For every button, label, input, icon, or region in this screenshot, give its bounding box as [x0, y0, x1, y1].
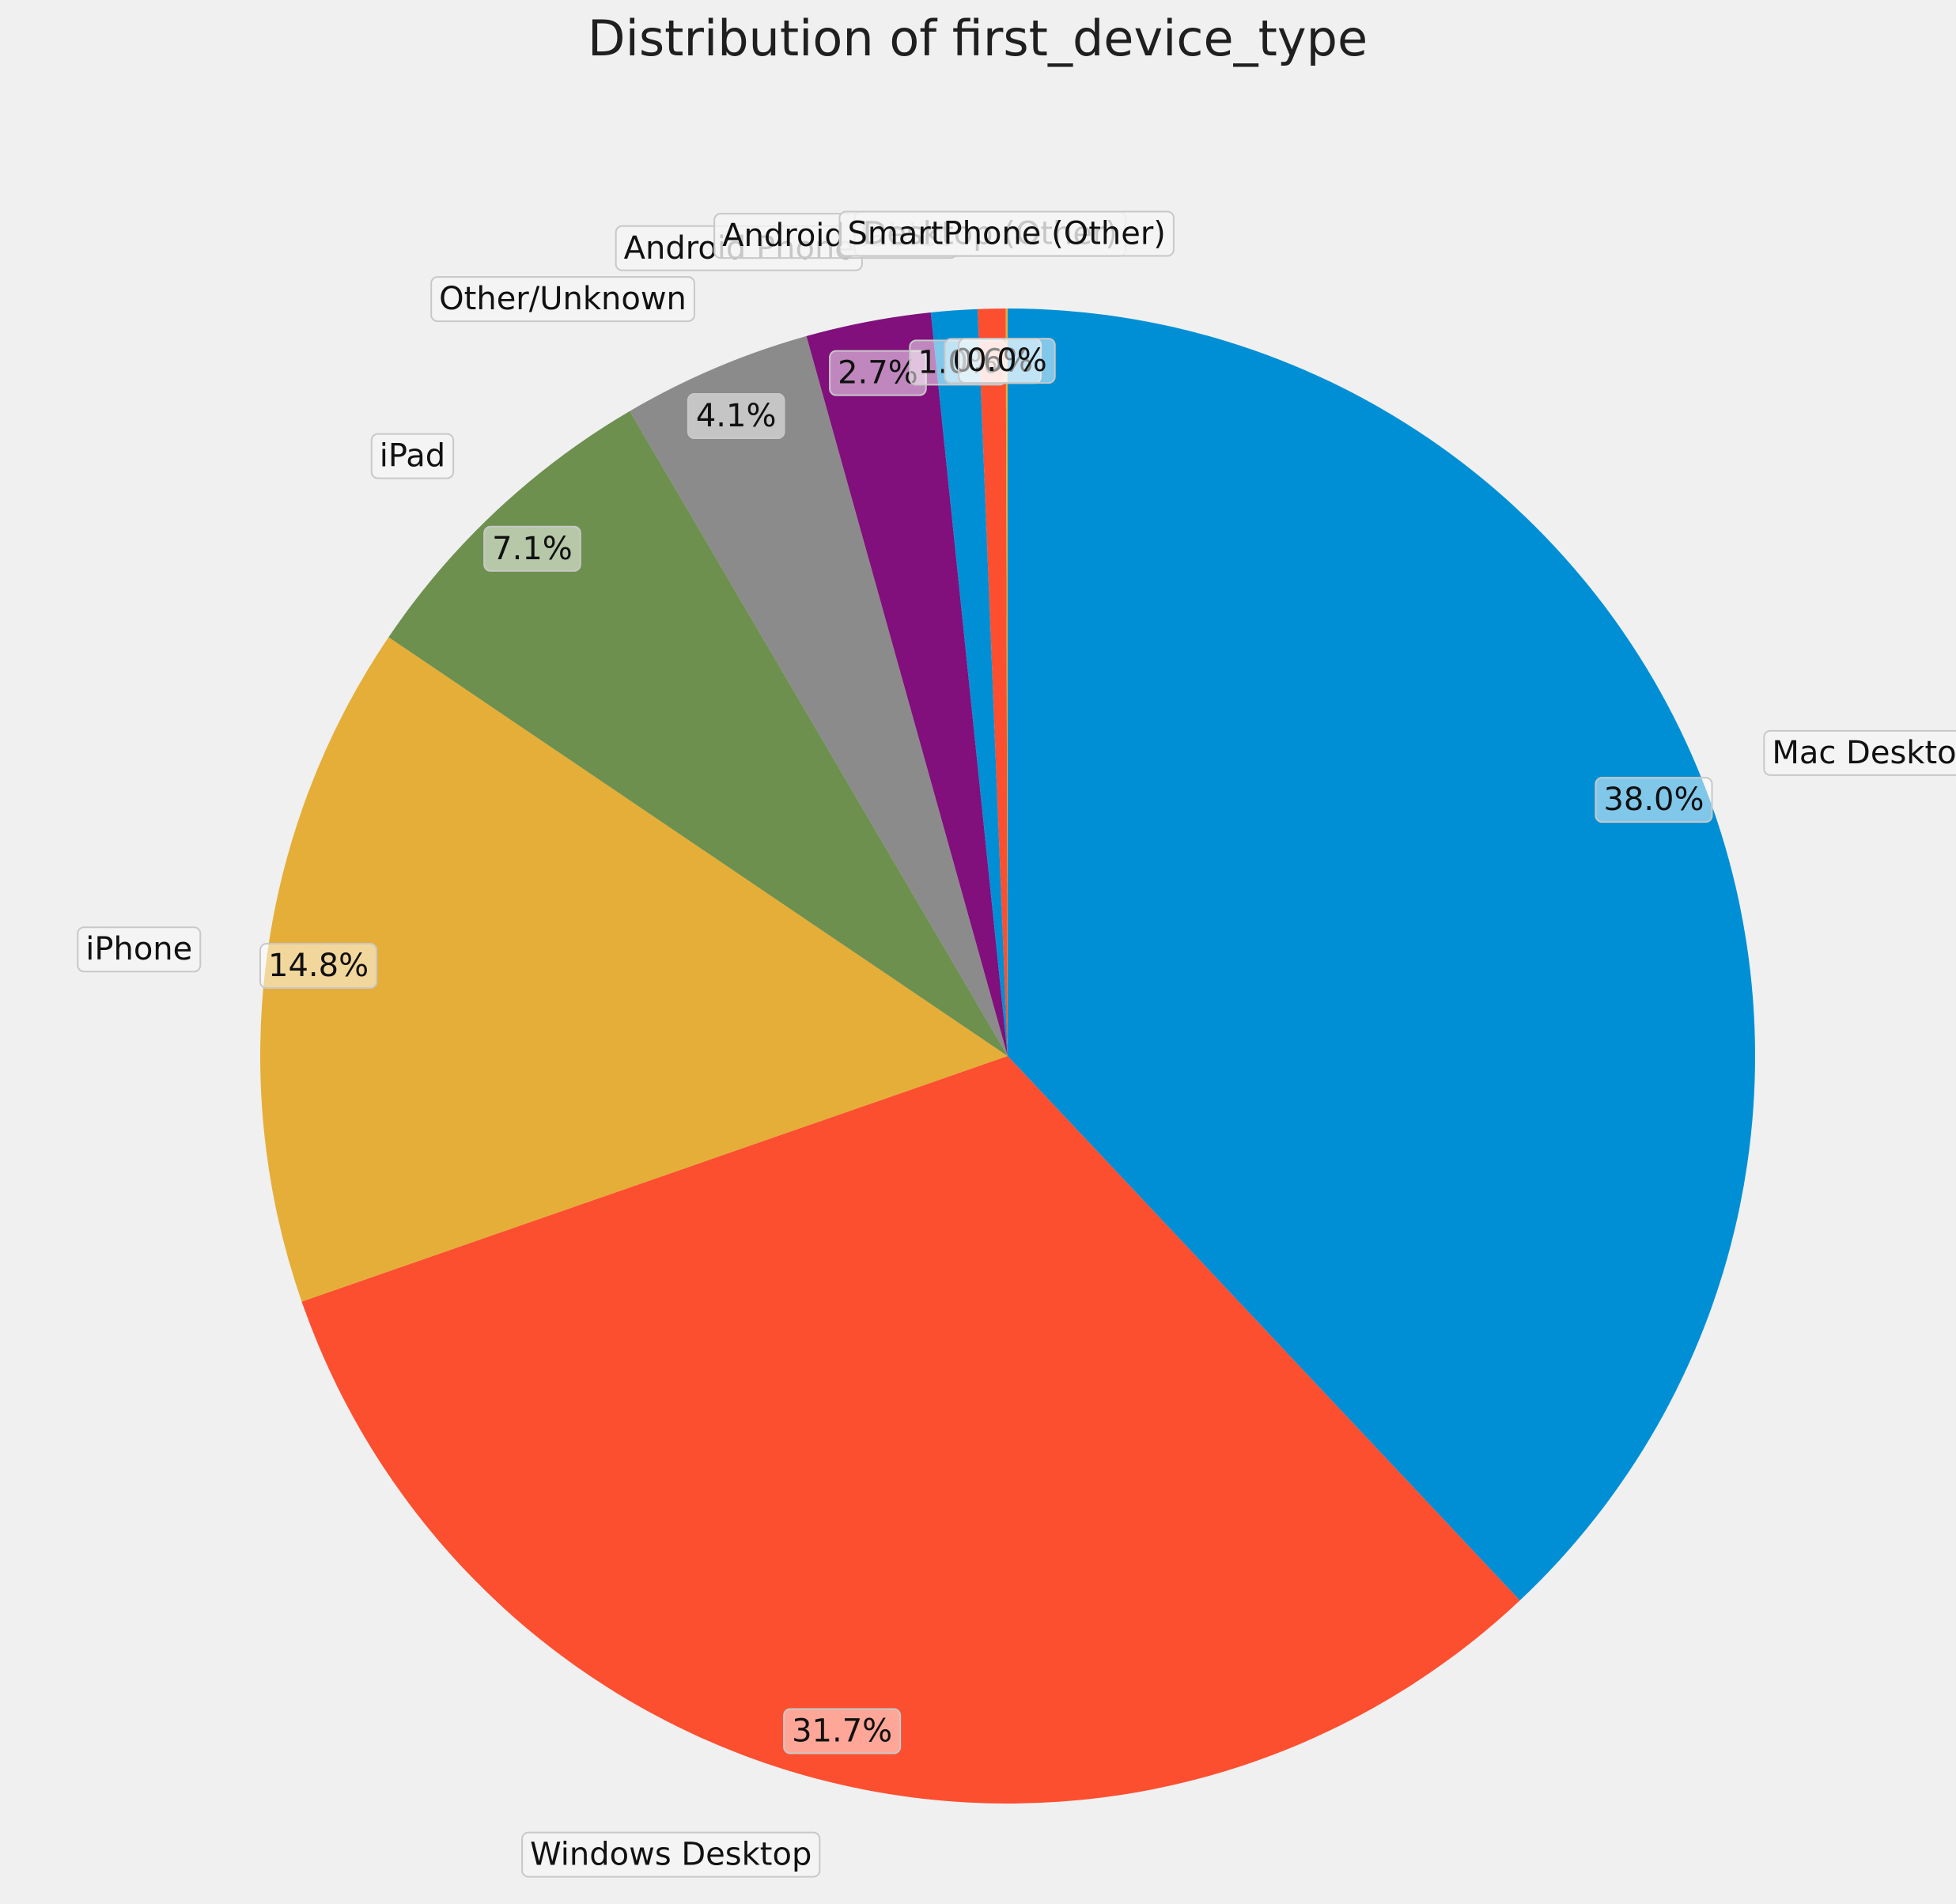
percent-label-ipad: 7.1% — [492, 531, 573, 567]
percent-label-ipad-box — [483, 525, 581, 572]
percent-label-smartphone-other-box — [958, 338, 1056, 384]
percent-label-windows-desktop-box — [783, 1708, 902, 1754]
pie-slice-smartphone-other — [1005, 309, 1008, 1056]
category-label-mac-desktop: Mac Desktop — [1772, 735, 1956, 771]
pie-slice-ipad — [388, 411, 1008, 1056]
category-label-smartphone-other: SmartPhone (Other) — [847, 216, 1165, 252]
pie-slice-iphone — [259, 637, 1008, 1302]
percent-label-other-unknown: 4.1% — [696, 398, 777, 434]
percent-label-mac-desktop-box — [1595, 777, 1713, 823]
category-label-iphone: iPhone — [85, 931, 192, 967]
category-label-ipad: iPad — [380, 438, 445, 475]
category-label-ipad-box — [370, 433, 455, 479]
pie-slice-android-phone — [806, 312, 1008, 1056]
percent-label-iphone-box — [259, 943, 378, 990]
pie-slice-mac-desktop — [1008, 309, 1755, 1601]
percent-label-android-phone: 2.7% — [838, 355, 918, 392]
pie-slice-android-tablet — [930, 309, 1008, 1057]
pie-slices — [259, 309, 1755, 1804]
category-label-windows-desktop: Windows Desktop — [530, 1837, 812, 1873]
percent-label-mac-desktop: 38.0% — [1603, 782, 1704, 818]
category-label-smartphone-other-box — [838, 210, 1175, 257]
category-label-other-unknown-box — [430, 276, 695, 323]
category-label-other-unknown: Other/Unknown — [439, 281, 687, 317]
category-label-mac-desktop-box — [1763, 729, 1956, 776]
pie-slice-windows-desktop — [301, 1056, 1520, 1804]
pie-slice-other-unknown — [630, 335, 1008, 1057]
percent-label-smartphone-other: 0.0% — [967, 343, 1047, 379]
category-label-iphone-box — [77, 926, 202, 973]
pie-labels: Mac Desktop 38.0% Windows Desktop 31.7% iPho… — [77, 210, 1956, 1878]
percent-label-windows-desktop: 31.7% — [792, 1713, 892, 1750]
category-label-windows-desktop-box — [521, 1831, 821, 1878]
percent-label-iphone: 14.8% — [268, 948, 369, 984]
pie-slice-desktop-other — [978, 309, 1008, 1056]
percent-label-other-unknown-box — [687, 392, 785, 439]
chart-title: Distribution of first_device_type — [588, 9, 1368, 67]
